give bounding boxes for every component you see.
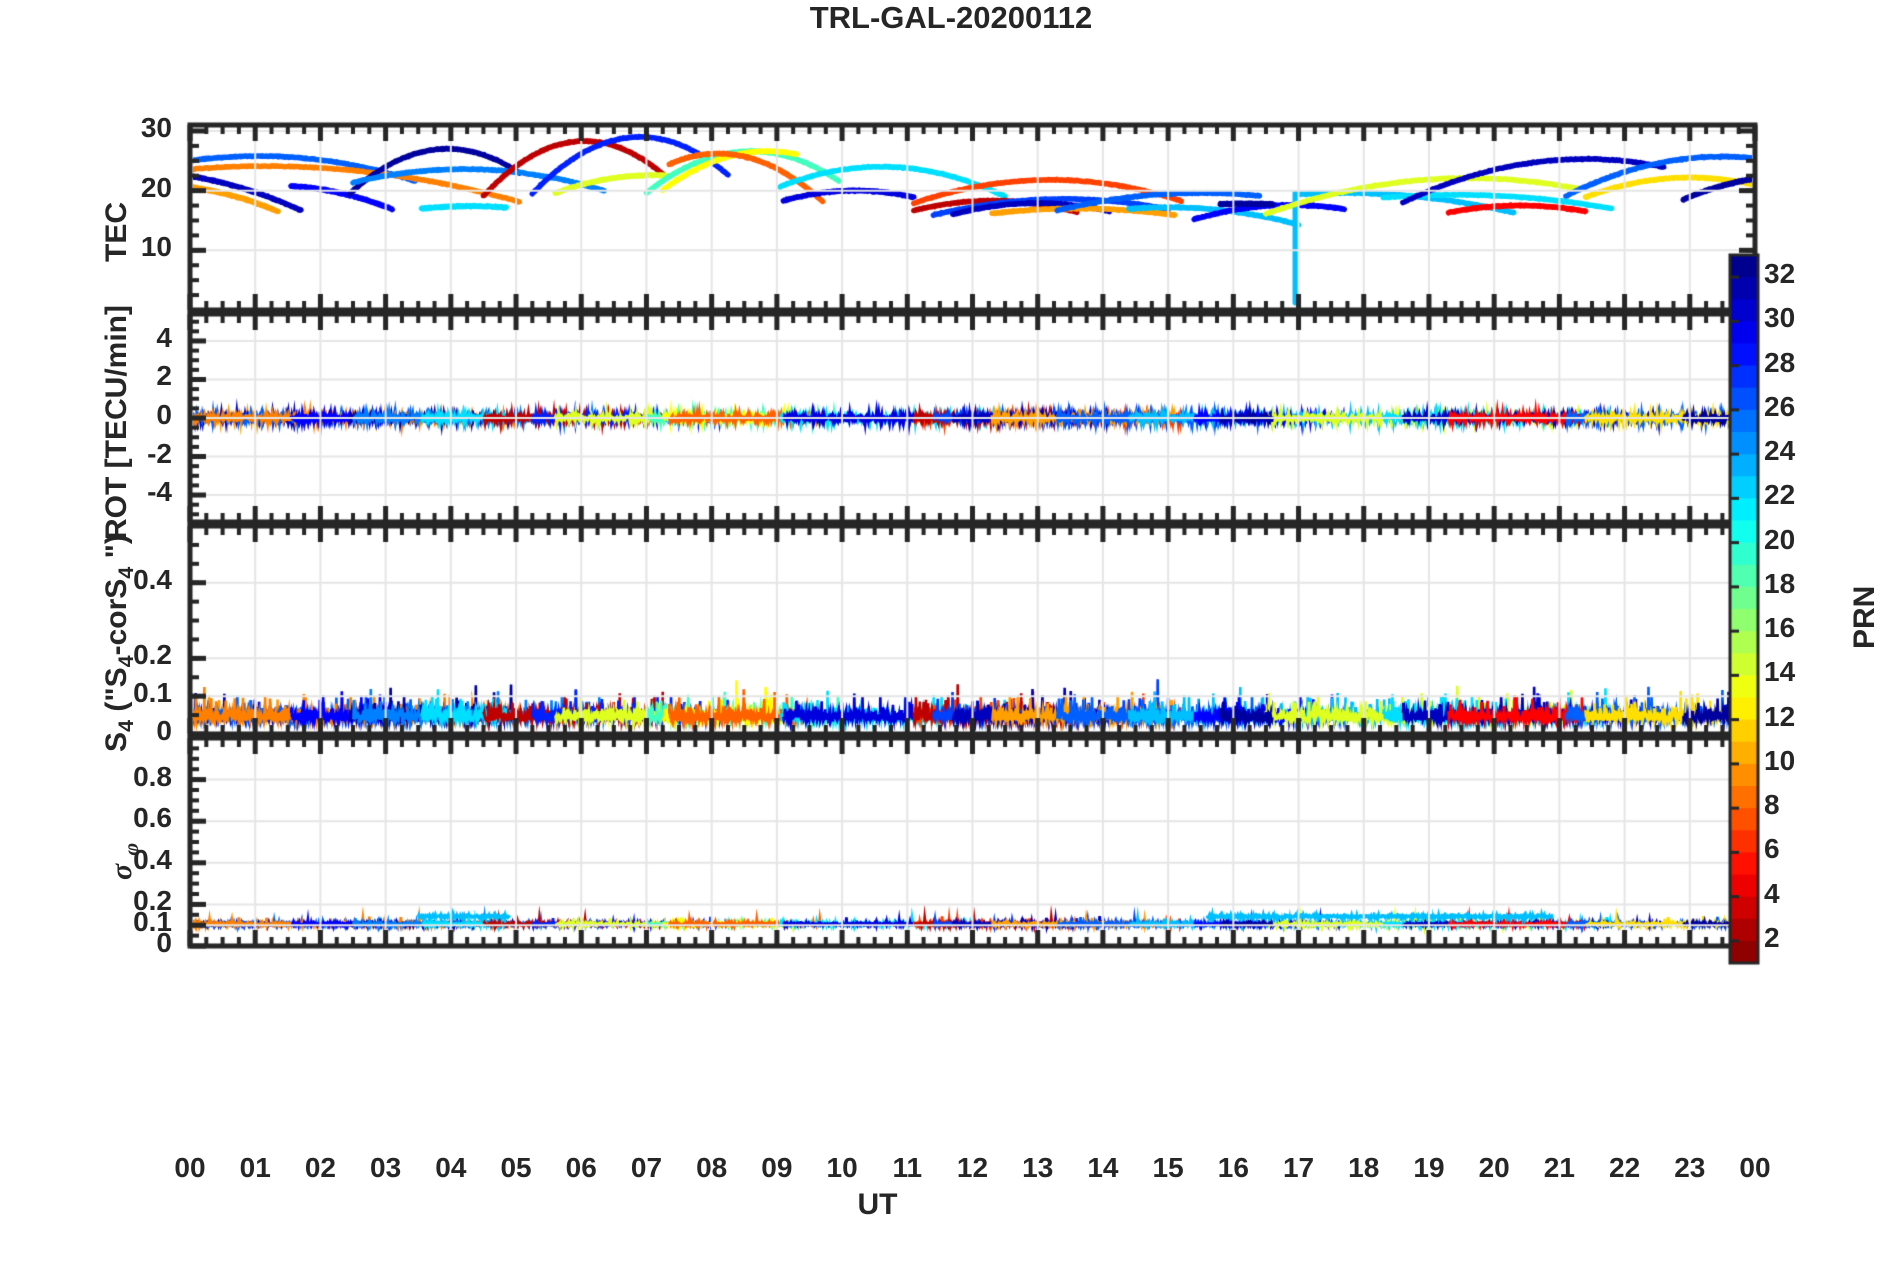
x-tick-label-7: 07 [630,1152,663,1183]
colorbar-tick-24: 24 [1764,435,1796,467]
x-tick-label-15: 15 [1152,1152,1184,1183]
x-tick-label-12: 12 [956,1152,989,1183]
x-tick-label-22: 22 [1609,1152,1641,1183]
colorbar-tick-2: 2 [1764,921,1780,953]
x-tick-label-19: 19 [1413,1152,1445,1183]
x-tick-label-10: 10 [826,1152,858,1183]
x-tick-label-6: 06 [565,1152,597,1183]
y-tick-label-sigmaphi-0: 0 [156,927,172,958]
x-tick-label-18: 18 [1348,1152,1380,1183]
colorbar-tick-12: 12 [1764,700,1796,732]
x-tick-label-23: 23 [1674,1152,1706,1183]
y-tick-label-sigmaphi-1: 0.1 [133,906,172,938]
x-tick-label-1: 01 [239,1152,271,1183]
x-tick-label-9: 09 [761,1152,793,1183]
colorbar-tick-8: 8 [1764,789,1780,821]
page-title: TRL-GAL-20200112 [809,0,1093,35]
colorbar-tick-28: 28 [1764,346,1796,378]
x-tick-label-3: 03 [370,1152,402,1183]
x-tick-label-13: 13 [1022,1152,1054,1183]
y-tick-label-sigmaphi-4: 0.6 [133,802,172,834]
y-tick-label-tec-2: 30 [140,111,172,143]
x-tick-label-5: 05 [500,1152,532,1183]
y-tick-label-rot-1: -2 [147,437,172,469]
colorbar-tick-20: 20 [1764,523,1796,555]
y-tick-label-rot-3: 2 [156,360,172,392]
x-tick-label-20: 20 [1478,1152,1510,1183]
colorbar-label: PRN [1848,585,1881,649]
x-axis-label: UT [857,1188,898,1221]
x-tick-label-17: 17 [1282,1152,1315,1183]
colorbar-tick-30: 30 [1764,302,1796,334]
x-tick-label-11: 11 [892,1152,923,1183]
x-tick-label-0: 00 [174,1152,206,1183]
colorbar-tick-14: 14 [1764,656,1796,688]
x-tick-label-4: 04 [435,1152,467,1183]
colorbar-tick-18: 18 [1764,567,1796,599]
y-tick-label-s4-1: 0.1 [133,677,172,709]
colorbar-tick-22: 22 [1764,479,1796,511]
x-tick-label-16: 16 [1217,1152,1249,1183]
y-axis-label-s4: S4 ("S4-corS4 ") [100,534,138,752]
y-tick-label-rot-4: 4 [156,321,172,353]
y-tick-label-rot-0: -4 [147,476,172,508]
y-tick-label-rot-2: 0 [156,399,172,430]
colorbar-tick-32: 32 [1764,258,1796,290]
x-tick-label-21: 21 [1543,1152,1575,1183]
y-tick-label-s4-2: 0.2 [133,639,172,671]
y-tick-label-sigmaphi-3: 0.4 [133,843,172,875]
y-axis-label-sigma-phi: σ φ [105,842,143,880]
y-tick-label-tec-0: 10 [140,231,172,263]
y-tick-label-sigmaphi-2: 0.2 [133,885,172,917]
y-axis-label-tec: TEC [100,202,133,262]
x-tick-label-14: 14 [1087,1152,1119,1183]
y-tick-label-tec-1: 20 [140,171,172,203]
y-axis-label-rot: ROT [TECU/min] [100,305,133,540]
y-tick-label-sigmaphi-5: 0.8 [133,760,172,792]
y-tick-label-s4-3: 0.4 [133,563,172,595]
y-tick-label-s4-0: 0 [156,715,172,746]
x-tick-label-24: 00 [1739,1152,1771,1183]
colorbar-tick-16: 16 [1764,612,1796,644]
colorbar-tick-6: 6 [1764,833,1780,865]
colorbar-tick-4: 4 [1764,877,1780,909]
colorbar-tick-26: 26 [1764,390,1796,422]
colorbar-tick-10: 10 [1764,744,1796,776]
x-tick-label-2: 02 [304,1152,336,1183]
x-tick-label-8: 08 [696,1152,728,1183]
